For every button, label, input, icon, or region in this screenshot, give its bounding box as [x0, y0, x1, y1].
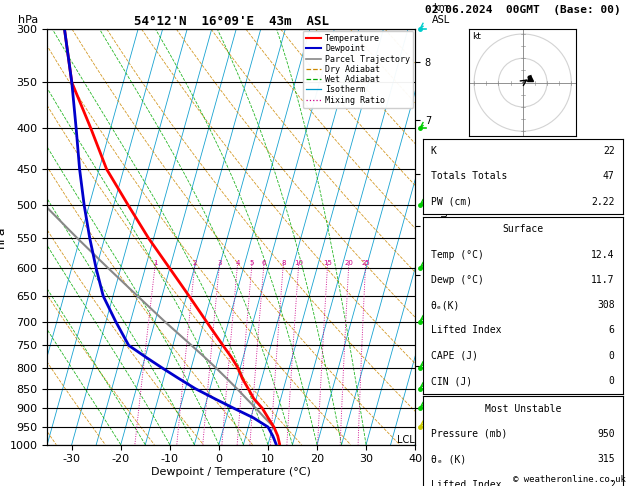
- Text: 4: 4: [235, 260, 240, 265]
- Text: Most Unstable: Most Unstable: [484, 404, 561, 414]
- Text: CIN (J): CIN (J): [431, 376, 472, 386]
- Text: 02.06.2024  00GMT  (Base: 00): 02.06.2024 00GMT (Base: 00): [425, 4, 621, 15]
- Text: 25: 25: [361, 260, 370, 265]
- Text: Temp (°C): Temp (°C): [431, 250, 484, 260]
- Text: PW (cm): PW (cm): [431, 197, 472, 207]
- Text: © weatheronline.co.uk: © weatheronline.co.uk: [513, 474, 626, 484]
- Text: LCL: LCL: [397, 434, 415, 445]
- Text: 8: 8: [281, 260, 286, 265]
- Text: 15: 15: [323, 260, 332, 265]
- Text: 10: 10: [294, 260, 303, 265]
- Text: Dewp (°C): Dewp (°C): [431, 275, 484, 285]
- Text: 0: 0: [609, 376, 615, 386]
- Text: kt: kt: [472, 32, 481, 41]
- Text: 950: 950: [597, 429, 615, 439]
- X-axis label: Dewpoint / Temperature (°C): Dewpoint / Temperature (°C): [151, 467, 311, 477]
- Title: 54°12'N  16°09'E  43m  ASL: 54°12'N 16°09'E 43m ASL: [133, 15, 329, 28]
- Text: 6: 6: [609, 326, 615, 335]
- Text: 2: 2: [609, 480, 615, 486]
- Text: Lifted Index: Lifted Index: [431, 480, 501, 486]
- Text: km
ASL: km ASL: [431, 3, 450, 25]
- Text: θₑ(K): θₑ(K): [431, 300, 460, 310]
- Text: 20: 20: [345, 260, 353, 265]
- Legend: Temperature, Dewpoint, Parcel Trajectory, Dry Adiabat, Wet Adiabat, Isotherm, Mi: Temperature, Dewpoint, Parcel Trajectory…: [303, 31, 413, 108]
- Text: 2: 2: [193, 260, 198, 265]
- Text: K: K: [431, 146, 437, 156]
- Text: 11.7: 11.7: [591, 275, 615, 285]
- Text: 2.22: 2.22: [591, 197, 615, 207]
- Text: 3: 3: [218, 260, 222, 265]
- Y-axis label: hPa: hPa: [0, 226, 7, 248]
- Text: 5: 5: [250, 260, 254, 265]
- Y-axis label: Mixing Ratio (g/kg): Mixing Ratio (g/kg): [438, 191, 448, 283]
- Text: θₑ (K): θₑ (K): [431, 454, 466, 464]
- Text: 12.4: 12.4: [591, 250, 615, 260]
- Text: hPa: hPa: [18, 15, 38, 25]
- Text: 6: 6: [262, 260, 266, 265]
- Text: 1: 1: [153, 260, 158, 265]
- Text: 22: 22: [603, 146, 615, 156]
- Text: 0: 0: [609, 351, 615, 361]
- Text: 315: 315: [597, 454, 615, 464]
- Text: 308: 308: [597, 300, 615, 310]
- Text: Pressure (mb): Pressure (mb): [431, 429, 507, 439]
- Text: Lifted Index: Lifted Index: [431, 326, 501, 335]
- Text: CAPE (J): CAPE (J): [431, 351, 477, 361]
- Text: 47: 47: [603, 172, 615, 181]
- Text: Totals Totals: Totals Totals: [431, 172, 507, 181]
- Text: Surface: Surface: [502, 225, 543, 234]
